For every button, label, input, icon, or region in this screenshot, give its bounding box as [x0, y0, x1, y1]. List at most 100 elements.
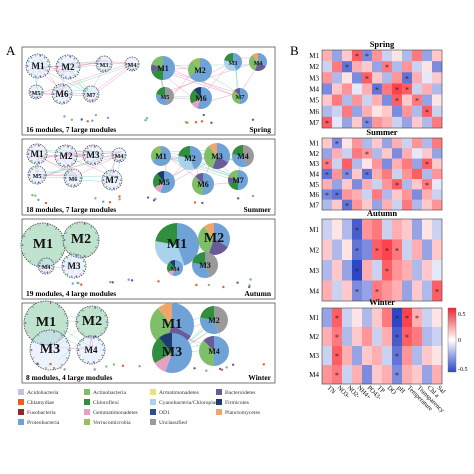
- heatmap-cell: [362, 72, 373, 84]
- heatmap-cell: [412, 138, 423, 149]
- heatmap-cell: [352, 179, 363, 190]
- heatmap-cell: [372, 189, 383, 200]
- heatmap-cell: [362, 158, 373, 170]
- heatmap-cell: [402, 105, 413, 118]
- svg-text:Gemmatimonadetes: Gemmatimonadetes: [93, 410, 138, 416]
- heatmap-cell: [382, 116, 393, 129]
- heatmap-cell: [412, 94, 423, 106]
- heatmap-cell: [332, 148, 343, 159]
- heatmap-cell: [342, 50, 353, 62]
- module-label: M7: [232, 176, 244, 185]
- module-label: M1: [155, 152, 167, 161]
- module-label: M7: [106, 175, 119, 185]
- module-pie-m6: M6: [190, 87, 213, 109]
- heatmap-cell: [372, 308, 383, 328]
- heatmap-cell: [432, 138, 443, 149]
- significance-star: *: [335, 371, 339, 380]
- heatmap-cell: [352, 189, 363, 200]
- heatmap-cell: [392, 260, 403, 281]
- heatmap-cell: [382, 105, 393, 118]
- x-tick-label: TN: [326, 384, 337, 395]
- module-pie-m2: M2: [188, 58, 212, 82]
- module-cluster-m1: M1: [26, 143, 48, 165]
- significance-star: *: [335, 314, 339, 323]
- heatmap-cell: [402, 346, 413, 366]
- heatmap-cell: [402, 365, 413, 385]
- heatmap-row-label: M2: [309, 63, 319, 71]
- significance-star: *: [395, 97, 399, 106]
- heatmap-cell: [322, 260, 333, 281]
- heatmap-row-label: M1: [309, 140, 319, 148]
- network-panel-spring: M1 M2 M3 M4 M5 M6 M7 M1 M2 M3 M4 M5 M6 M7 16 modules, …: [21, 46, 276, 136]
- heatmap-cell: [382, 308, 393, 328]
- colorbar-min: -0.5: [458, 367, 468, 373]
- module-label: M2: [71, 232, 91, 247]
- significance-star: *: [365, 150, 369, 159]
- heatmap-title: Winter: [369, 297, 395, 307]
- heatmap-row-label: M4: [309, 171, 319, 179]
- svg-text:Bacteroidetes: Bacteroidetes: [225, 390, 255, 396]
- colorbar-max: 0.5: [458, 312, 466, 318]
- heatmap-cell: [352, 50, 363, 62]
- significance-star: *: [355, 267, 359, 276]
- heatmap-cell: [332, 308, 343, 328]
- panel-label-a: A: [6, 43, 16, 58]
- module-cluster-m4: M4: [124, 56, 140, 72]
- heatmap-cell: [402, 148, 413, 159]
- heatmap-cell: [382, 179, 393, 190]
- heatmap-cell: [392, 138, 403, 149]
- heatmap-cell: [432, 168, 443, 180]
- heatmap-cell: [352, 280, 363, 302]
- legend-item: Fusobacteria: [18, 409, 56, 416]
- heatmap-cell: [322, 116, 333, 129]
- heatmap-cell: [362, 50, 373, 62]
- heatmap-cell: [342, 83, 353, 95]
- heatmap-cell: [412, 116, 423, 129]
- significance-star: *: [345, 201, 349, 210]
- heatmap-cell: [372, 83, 383, 95]
- heatmap-cell: [422, 308, 433, 328]
- heatmap-cell: [372, 72, 383, 84]
- heatmap-cell: [372, 179, 383, 190]
- heatmap-cell: [362, 239, 373, 261]
- heatmap-cell: [402, 280, 413, 302]
- heatmap-cell: [322, 61, 333, 73]
- heatmap-cell: [342, 189, 353, 200]
- heatmap-cell: [322, 327, 333, 347]
- heatmap-row-label: M1: [309, 226, 319, 234]
- heatmap-cell: [352, 239, 363, 261]
- module-label: M4: [42, 265, 51, 271]
- x-tick-label: TP: [376, 384, 387, 395]
- colorbar-zero: 0: [458, 338, 461, 344]
- significance-star: *: [385, 246, 389, 255]
- heatmap-cell: [432, 308, 443, 328]
- svg-text:Armatimonadetes: Armatimonadetes: [159, 390, 199, 396]
- heatmap-cell: [422, 61, 433, 73]
- heatmap-cell: [392, 280, 403, 302]
- significance-star: *: [355, 52, 359, 61]
- heatmap-cell: [422, 158, 433, 170]
- heatmap-spring: Spring M1 M2 M3 M4 M5 M6 M7 * * * * * * * * * * * * * *: [309, 39, 443, 129]
- heatmap-cell: [332, 327, 343, 347]
- network-season-label: Winter: [248, 373, 271, 382]
- heatmap-cell: [342, 138, 353, 149]
- heatmap-cell: [322, 158, 333, 170]
- svg-text:Fusobacteria: Fusobacteria: [27, 410, 56, 416]
- heatmap-row-label: M5: [309, 97, 319, 105]
- module-label: M5: [32, 91, 41, 97]
- heatmap-cell: [412, 179, 423, 190]
- heatmap-cell: [342, 72, 353, 84]
- network-panel-winter: M1 M2 M3 M4 M1 M2 M3 M4 8 modules, 4 large modul…: [21, 300, 276, 384]
- heatmap-cell: [432, 260, 443, 281]
- significance-star: *: [325, 191, 329, 200]
- heatmap-cell: [332, 239, 343, 261]
- small-nodes: [71, 278, 252, 289]
- heatmap-cell: [352, 199, 363, 211]
- heatmap-cell: [342, 105, 353, 118]
- heatmap-cell: [422, 138, 433, 149]
- significance-star: *: [355, 246, 359, 255]
- heatmap-cell: [362, 148, 373, 159]
- small-nodes: [63, 113, 255, 125]
- heatmap-cell: [342, 61, 353, 73]
